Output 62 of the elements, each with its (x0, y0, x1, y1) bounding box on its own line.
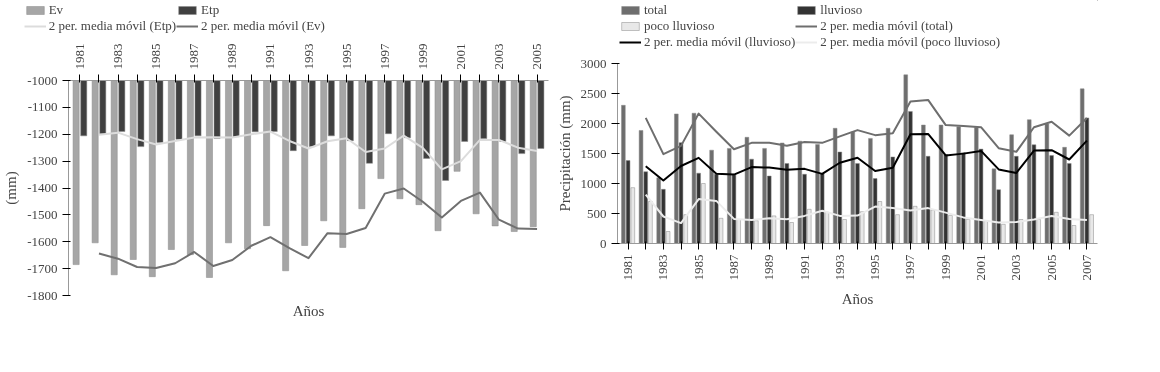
bar (638, 130, 644, 244)
y-tick-label: 2500 (580, 85, 607, 101)
y-tick-label: 1000 (580, 175, 607, 191)
x-tick-label: 1997 (902, 254, 918, 281)
line-series (97, 130, 539, 171)
x-tick-label: 2007 (1078, 254, 1094, 281)
x-tick-label: 1987 (725, 254, 741, 281)
y-tick-label: -1100 (27, 99, 58, 115)
x-axis-title: Años (292, 302, 325, 319)
legend-label: 2 per. media móvil (lluvioso) (644, 34, 796, 50)
x-tick-label: 1991 (262, 43, 278, 70)
x-tick-label: 1995 (867, 254, 883, 281)
x-tick-label: 2003 (1008, 254, 1024, 281)
x-tick-label: 1989 (761, 254, 777, 281)
legend-label: 2 per. media móvil (Etp) (48, 18, 177, 34)
y-tick-label: -1500 (27, 206, 58, 222)
y-axis-title: (mm) (3, 171, 21, 205)
line-series (97, 187, 539, 270)
y-axis-title: Precipitación (mm) (556, 95, 574, 212)
x-tick-label: 1985 (148, 43, 164, 70)
legend-label: lluvioso (820, 2, 863, 18)
x-tick-label: 2001 (452, 43, 468, 70)
legend-label: 2 per. media móvil (poco lluvioso) (820, 34, 1001, 50)
bar (991, 168, 997, 244)
x-tick-label: 2005 (1043, 254, 1059, 281)
legend-label: poco lluvioso (644, 18, 715, 34)
y-tick-label: 0 (600, 235, 607, 251)
legend-label: Ev (48, 2, 65, 18)
x-tick-label: 1985 (690, 254, 706, 281)
x-tick-label: 1983 (110, 43, 126, 70)
x-tick-label: 1999 (414, 43, 430, 70)
y-tick-label: -1600 (27, 233, 58, 249)
legend-label: 2 per. media móvil (Ev) (201, 18, 325, 34)
x-tick-label: 1981 (620, 254, 636, 281)
y-tick-label: -1200 (27, 126, 58, 142)
y-tick-label: 1500 (580, 145, 607, 161)
x-tick-label: 1999 (937, 254, 953, 281)
y-tick-label: -1400 (27, 180, 58, 195)
x-tick-label: 1993 (831, 254, 847, 281)
y-tick-label: -1300 (27, 153, 58, 169)
x-tick-label: 2001 (973, 254, 989, 281)
line-series (644, 132, 1088, 182)
y-tick-label: -1700 (27, 260, 58, 276)
x-tick-label: 1993 (300, 43, 316, 70)
y-tick-label: -1800 (27, 287, 58, 303)
legend-label: Etp (201, 2, 221, 18)
x-tick-label: 1997 (376, 43, 392, 70)
y-tick-label: 500 (587, 205, 607, 221)
x-tick-label: 1987 (186, 43, 202, 70)
x-tick-label: 1991 (796, 254, 812, 281)
x-tick-label: 1989 (224, 43, 240, 70)
x-tick-label: 2005 (529, 43, 545, 70)
y-tick-label: 2000 (580, 115, 607, 131)
legend-label: total (644, 2, 668, 18)
legend-label: 2 per. media móvil (total) (820, 18, 953, 34)
x-tick-label: 1983 (655, 254, 671, 281)
y-tick-label: -1000 (27, 72, 58, 88)
x-axis-title: Años (841, 290, 874, 307)
x-tick-label: 2003 (490, 43, 506, 70)
x-tick-label: 1995 (338, 43, 354, 70)
x-tick-label: 1981 (71, 43, 87, 70)
y-tick-label: 3000 (580, 55, 607, 71)
